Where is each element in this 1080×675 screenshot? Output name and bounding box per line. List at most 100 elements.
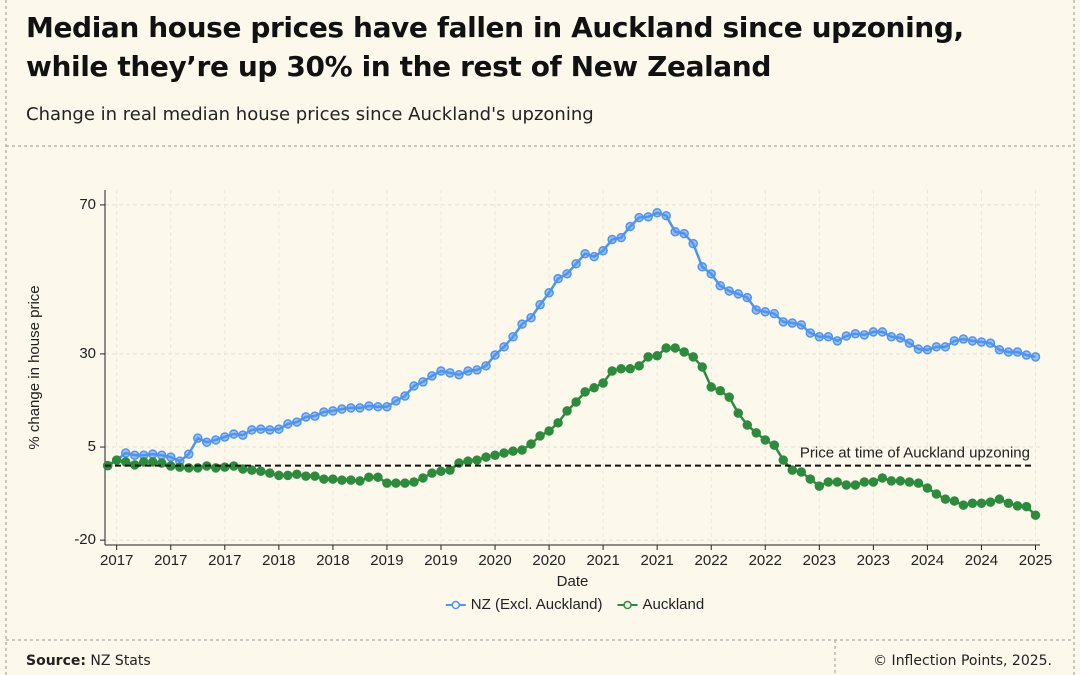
point bbox=[265, 468, 275, 478]
point bbox=[265, 425, 275, 435]
point bbox=[958, 334, 969, 344]
point bbox=[913, 478, 924, 488]
point bbox=[760, 307, 771, 317]
point bbox=[823, 332, 834, 342]
subtitle: Change in real median house prices since… bbox=[26, 104, 594, 125]
point bbox=[760, 435, 771, 445]
point bbox=[778, 455, 789, 465]
point bbox=[913, 344, 924, 354]
point bbox=[129, 450, 140, 460]
point bbox=[1012, 347, 1023, 357]
point bbox=[832, 477, 843, 487]
point bbox=[985, 497, 996, 507]
point bbox=[580, 387, 590, 397]
point bbox=[364, 401, 374, 411]
point bbox=[409, 477, 419, 487]
x-tick-label: 2022 bbox=[749, 552, 782, 569]
point bbox=[562, 406, 572, 416]
point bbox=[337, 475, 347, 485]
x-tick-label: 2024 bbox=[911, 552, 944, 569]
point bbox=[499, 342, 509, 352]
source-text: NZ Stats bbox=[90, 653, 151, 669]
point bbox=[616, 364, 626, 374]
point bbox=[454, 370, 464, 380]
point bbox=[589, 251, 599, 262]
point bbox=[238, 430, 248, 440]
point bbox=[832, 336, 843, 346]
point bbox=[769, 440, 780, 450]
point bbox=[400, 391, 410, 401]
point bbox=[517, 445, 527, 455]
point bbox=[391, 396, 401, 406]
point bbox=[418, 473, 428, 483]
point bbox=[661, 343, 671, 353]
point bbox=[598, 378, 608, 388]
point bbox=[319, 407, 329, 417]
x-tick-label: 2023 bbox=[857, 552, 890, 569]
point bbox=[994, 345, 1005, 355]
legend-label: NZ (Excl. Auckland) bbox=[471, 596, 603, 613]
point bbox=[346, 403, 356, 413]
y-tick-label: 70 bbox=[79, 196, 96, 213]
point bbox=[922, 345, 933, 355]
point bbox=[733, 408, 743, 418]
point bbox=[283, 419, 293, 429]
point bbox=[805, 474, 816, 484]
point bbox=[571, 259, 581, 269]
x-tick-label: 2022 bbox=[695, 552, 728, 569]
point bbox=[220, 432, 230, 442]
point bbox=[310, 411, 320, 421]
point bbox=[256, 424, 266, 434]
point bbox=[769, 308, 780, 319]
legend-marker bbox=[451, 600, 461, 610]
point bbox=[697, 362, 707, 372]
x-tick-label: 2021 bbox=[586, 552, 619, 569]
point bbox=[724, 286, 734, 296]
point bbox=[400, 478, 410, 488]
point bbox=[544, 426, 554, 436]
point bbox=[850, 329, 861, 339]
x-tick-label: 2021 bbox=[640, 552, 673, 569]
point bbox=[553, 418, 563, 428]
point bbox=[616, 232, 626, 243]
point bbox=[175, 462, 185, 472]
point bbox=[841, 331, 852, 341]
point bbox=[715, 386, 725, 396]
point bbox=[805, 328, 816, 338]
point bbox=[706, 382, 716, 392]
point bbox=[931, 489, 942, 499]
point bbox=[823, 477, 834, 487]
point bbox=[1021, 350, 1032, 360]
point bbox=[463, 456, 473, 466]
point bbox=[373, 472, 383, 482]
point bbox=[138, 457, 149, 467]
credit: © Inflection Points, 2025. bbox=[873, 653, 1052, 669]
point bbox=[859, 330, 870, 340]
point bbox=[544, 288, 554, 298]
point bbox=[886, 332, 897, 342]
point bbox=[490, 450, 500, 460]
point bbox=[625, 221, 635, 232]
point bbox=[625, 364, 635, 374]
title: Median house prices have fallen in Auckl… bbox=[26, 11, 964, 83]
point bbox=[1003, 347, 1014, 357]
point bbox=[535, 431, 545, 441]
point bbox=[184, 449, 194, 459]
point bbox=[310, 471, 320, 481]
y-tick-label: -20 bbox=[74, 531, 96, 548]
point bbox=[940, 342, 951, 352]
point bbox=[976, 337, 987, 347]
point bbox=[229, 429, 239, 439]
point bbox=[481, 452, 491, 462]
point bbox=[904, 477, 915, 487]
point bbox=[490, 350, 500, 360]
x-tick-label: 2019 bbox=[424, 552, 457, 569]
point bbox=[814, 332, 825, 342]
legend-label: Auckland bbox=[643, 596, 705, 613]
point bbox=[733, 289, 743, 299]
point bbox=[562, 269, 572, 279]
point bbox=[652, 351, 662, 361]
point bbox=[778, 317, 789, 327]
point bbox=[895, 476, 906, 486]
